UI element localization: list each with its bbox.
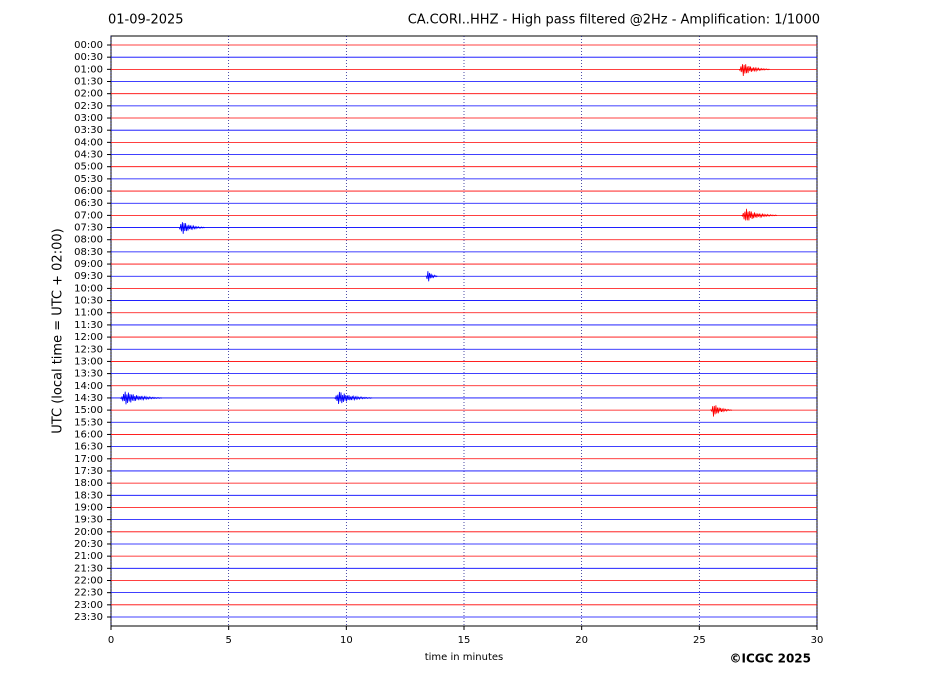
y-tick-label: 15:00 [74,405,103,416]
y-tick-label: 00:00 [74,40,103,51]
y-tick-label: 13:00 [74,356,103,367]
y-tick-label: 16:30 [74,442,103,453]
x-tick-label: 20 [575,635,588,646]
seismic-event [120,391,163,405]
y-tick-label: 21:00 [74,551,103,562]
y-tick-label: 19:00 [74,502,103,513]
x-tick-label: 5 [225,635,231,646]
y-tick-label: 20:00 [74,527,103,538]
y-tick-label: 01:00 [74,64,103,75]
chart-title: CA.CORI..HHZ - High pass filtered @2Hz -… [408,13,820,28]
y-tick-label: 17:00 [74,454,103,465]
date: 01-09-2025 [108,13,184,28]
y-tick-label: 10:00 [74,283,103,294]
y-tick-label: 23:00 [74,600,103,611]
y-tick-label: 21:30 [74,563,103,574]
y-tick-label: 13:30 [74,369,103,380]
y-axis-label: UTC (local time = UTC + 02:00) [51,228,66,433]
y-tick-label: 09:00 [74,259,103,270]
y-tick-label: 22:00 [74,575,103,586]
y-tick-label: 14:30 [74,393,103,404]
y-tick-label: 05:30 [74,174,103,185]
y-tick-label: 17:30 [74,466,103,477]
seismic-event [178,222,206,234]
seismic-event [710,405,733,417]
seismic-event [738,64,770,77]
y-tick-label: 02:30 [74,101,103,112]
y-tick-label: 22:30 [74,588,103,599]
y-tick-label: 23:30 [74,612,103,623]
y-tick-label: 18:00 [74,478,103,489]
y-tick-label: 04:00 [74,137,103,148]
y-tick-label: 05:00 [74,162,103,173]
x-axis-label: time in minutes [425,652,504,663]
y-tick-label: 06:30 [74,198,103,209]
x-tick-label: 0 [108,635,114,646]
y-tick-label: 08:00 [74,235,103,246]
y-tick-label: 10:30 [74,296,103,307]
y-tick-label: 00:30 [74,52,103,63]
x-tick-label: 30 [811,635,824,646]
y-tick-label: 03:30 [74,125,103,136]
credit: ©ICGC 2025 [729,652,811,666]
y-tick-label: 14:00 [74,381,103,392]
y-tick-label: 08:30 [74,247,103,258]
seismic-event [425,271,438,282]
y-tick-label: 04:30 [74,150,103,161]
y-tick-label: 12:30 [74,344,103,355]
y-tick-label: 11:00 [74,308,103,319]
y-tick-label: 16:00 [74,429,103,440]
y-tick-label: 07:00 [74,210,103,221]
x-tick-label: 10 [340,635,353,646]
y-tick-label: 12:00 [74,332,103,343]
y-tick-label: 06:00 [74,186,103,197]
y-tick-label: 19:30 [74,515,103,526]
y-tick-label: 07:30 [74,223,103,234]
y-tick-label: 03:00 [74,113,103,124]
y-tick-label: 18:30 [74,490,103,501]
y-tick-label: 20:30 [74,539,103,550]
y-tick-label: 02:00 [74,89,103,100]
y-tick-label: 15:30 [74,417,103,428]
x-tick-label: 25 [693,635,706,646]
y-tick-label: 09:30 [74,271,103,282]
seismic-event [741,208,778,221]
x-tick-label: 15 [458,635,471,646]
y-tick-label: 11:30 [74,320,103,331]
seismic-event [334,391,373,405]
y-tick-label: 01:30 [74,77,103,88]
